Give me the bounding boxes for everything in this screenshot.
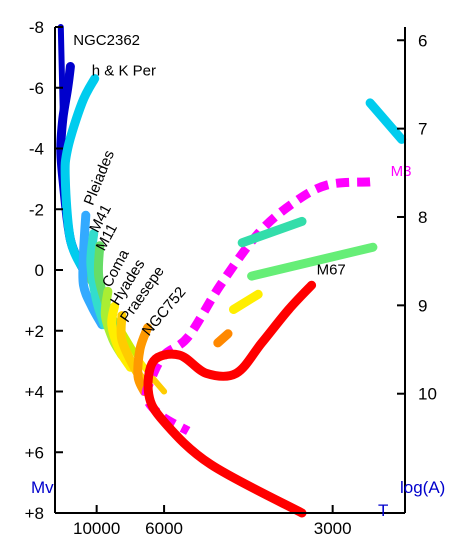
series-label-h-k-per: h & K Per (92, 63, 156, 80)
y-tick-label: -4 (29, 140, 44, 159)
y2-tick-label: 10 (418, 385, 437, 404)
series-line-unlabeled (365, 98, 407, 144)
series-line-m3 (237, 216, 307, 248)
y2-tick-label: 6 (418, 31, 427, 50)
series-line-ngc752 (133, 323, 153, 396)
series-line-m3 (213, 329, 233, 348)
series-line-hyades (107, 301, 135, 372)
axis-ticks: -8 -6 -4 -2 0 +2 +4 +6 +8 6 7 8 9 10 10000 6000 3000 (25, 18, 437, 538)
y-tick-label: +4 (25, 383, 44, 402)
y-tick-label: +8 (25, 504, 44, 523)
x-tick-label: 10000 (73, 519, 120, 538)
series-line-pleiades (78, 210, 107, 330)
y2-tick-label: 7 (418, 120, 427, 139)
main-sequence-segment (148, 373, 168, 395)
x-tick-label: 3000 (314, 519, 352, 538)
x-tick-label: 6000 (145, 519, 183, 538)
series-label-m3: M3 (391, 163, 412, 180)
y2-tick-label: 9 (418, 296, 427, 315)
y-axis-label: Mv (31, 478, 54, 497)
y2-tick-label: 8 (418, 208, 427, 227)
series-line-m41 (86, 229, 109, 330)
right-y-axis-label: log(A) (400, 478, 445, 497)
y-tick-label: +6 (25, 443, 44, 462)
y-tick-label: -6 (29, 79, 44, 98)
series-label-m67: M67 (317, 262, 346, 279)
y-tick-label: +2 (25, 322, 44, 341)
series-label-ngc2362: NGC2362 (73, 32, 140, 49)
cluster-sequences (56, 62, 407, 518)
x-axis-label: T (378, 501, 388, 520)
y-tick-label: -2 (29, 200, 44, 219)
y-tick-label: -8 (29, 18, 44, 37)
series-line-h-k-per (60, 74, 100, 275)
series-label-pleiades: Pleiades (81, 148, 118, 208)
series-line-m67 (143, 280, 317, 518)
y-tick-label: 0 (35, 261, 44, 280)
series-line-m3 (247, 242, 378, 281)
series-line-m3 (229, 289, 263, 314)
series-line-m3 (141, 177, 371, 435)
